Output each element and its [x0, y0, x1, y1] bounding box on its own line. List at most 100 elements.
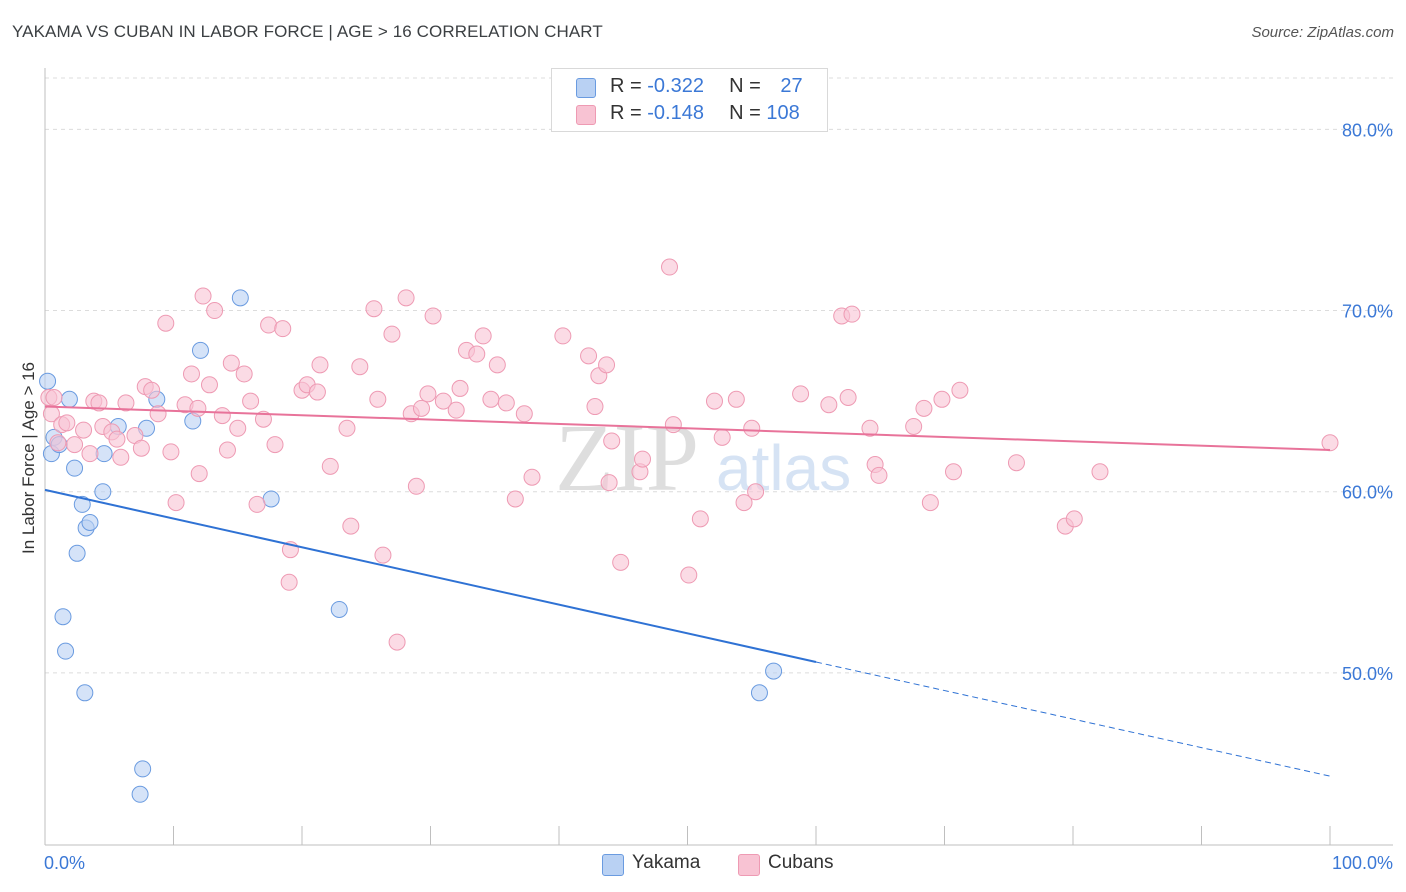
yakama-point [95, 445, 113, 463]
cubans-point [713, 428, 731, 446]
cubans-point [248, 495, 266, 513]
cubans-point [351, 358, 369, 376]
cubans-point [254, 410, 272, 428]
cubans-point [944, 463, 962, 481]
cubans-point [839, 388, 857, 406]
cubans-point [342, 517, 360, 535]
cubans-point [603, 432, 621, 450]
cubans-point [933, 390, 951, 408]
yakama-point [94, 483, 112, 501]
cubans-point [49, 434, 67, 452]
cubans-point [515, 405, 533, 423]
cubans-point [497, 394, 515, 412]
cubans-point [167, 494, 185, 512]
cubans-point [905, 417, 923, 435]
cubans-point [218, 441, 236, 459]
cubans-point [735, 494, 753, 512]
yakama-swatch [576, 78, 596, 98]
cubans-point [612, 553, 630, 571]
cubans-point [661, 258, 679, 276]
cubans-point [598, 356, 616, 374]
tick-labels: 50.0% 60.0% 70.0% 80.0% 0.0% 100.0% In Labor F… [19, 120, 1393, 873]
bottom-yakama-swatch [602, 854, 624, 876]
cubans-point [727, 390, 745, 408]
cubans-point [586, 398, 604, 416]
yakama-r-value: -0.322 [647, 75, 704, 97]
cubans-point [90, 394, 108, 412]
cubans-point [200, 376, 218, 394]
yakama-point [76, 684, 94, 702]
cubans-point [149, 405, 167, 423]
cubans-point [157, 314, 175, 332]
cubans-point [474, 327, 492, 345]
yakama-point [57, 642, 75, 660]
cubans-point [1065, 510, 1083, 528]
cubans-swatch [576, 105, 596, 125]
cubans-point [747, 483, 765, 501]
cubans-point [321, 457, 339, 475]
cubans-point [235, 365, 253, 383]
cubans-point [447, 401, 465, 419]
yakama-n-label: N = [729, 75, 767, 97]
cubans-point [680, 566, 698, 584]
cubans-point [705, 392, 723, 410]
yakama-trend-extension [815, 661, 1331, 777]
yakama-point [81, 514, 99, 532]
cubans-point [691, 510, 709, 528]
cubans-point [81, 445, 99, 463]
cubans-point [132, 439, 150, 457]
cubans-point [792, 385, 810, 403]
cubans-point [338, 419, 356, 437]
cubans-point [311, 356, 329, 374]
cubans-point [213, 407, 231, 425]
x-tick-label-start: 0.0% [44, 853, 85, 873]
yakama-n-value: 27 [780, 75, 803, 97]
cubans-point [206, 302, 224, 320]
correlation-legend: R = -0.322 N = 27 R = -0.148 N = 108 [551, 68, 828, 132]
cubans-point [921, 494, 939, 512]
cubans-point [634, 450, 652, 468]
yakama-point [60, 390, 78, 408]
cubans-point [280, 573, 298, 591]
cubans-point [162, 443, 180, 461]
cubans-point [554, 327, 572, 345]
cubans-point [580, 347, 598, 365]
cubans-point [388, 633, 406, 651]
watermark-atlas: atlas [716, 432, 851, 504]
cubans-point [143, 381, 161, 399]
cubans-point [419, 385, 437, 403]
cubans-point [468, 345, 486, 363]
bottom-cubans-swatch [738, 854, 760, 876]
cubans-point [1321, 434, 1339, 452]
yakama-point [39, 372, 57, 390]
watermark: ZIP atlas [555, 404, 851, 511]
cubans-point [374, 546, 392, 564]
yakama-point [73, 495, 91, 513]
cubans-point [45, 388, 63, 406]
cubans-point [242, 392, 260, 410]
cubans-point [506, 490, 524, 508]
cubans-point [365, 300, 383, 318]
cubans-point [308, 383, 326, 401]
cubans-point [112, 448, 130, 466]
cubans-point [915, 399, 933, 417]
cubans-point [951, 381, 969, 399]
cubans-r-value: -0.148 [647, 102, 704, 124]
yakama-point [54, 608, 72, 626]
y-tick-label: 60.0% [1342, 483, 1393, 503]
cubans-point [870, 466, 888, 484]
cubans-point [369, 390, 387, 408]
yakama-trend-line [44, 488, 817, 663]
cubans-n-label: N = [729, 102, 767, 124]
source-label: Source: ZipAtlas.com [1251, 24, 1394, 41]
y-axis-title: In Labor Force | Age > 16 [19, 362, 38, 554]
yakama-point [68, 544, 86, 562]
bottom-cubans-label: Cubans [768, 852, 834, 873]
cubans-n-value: 108 [766, 102, 800, 124]
yakama-point [750, 684, 768, 702]
y-tick-label: 80.0% [1342, 120, 1393, 140]
cubans-point [108, 430, 126, 448]
y-tick-label: 50.0% [1342, 664, 1393, 684]
trend-lines [44, 405, 1331, 777]
